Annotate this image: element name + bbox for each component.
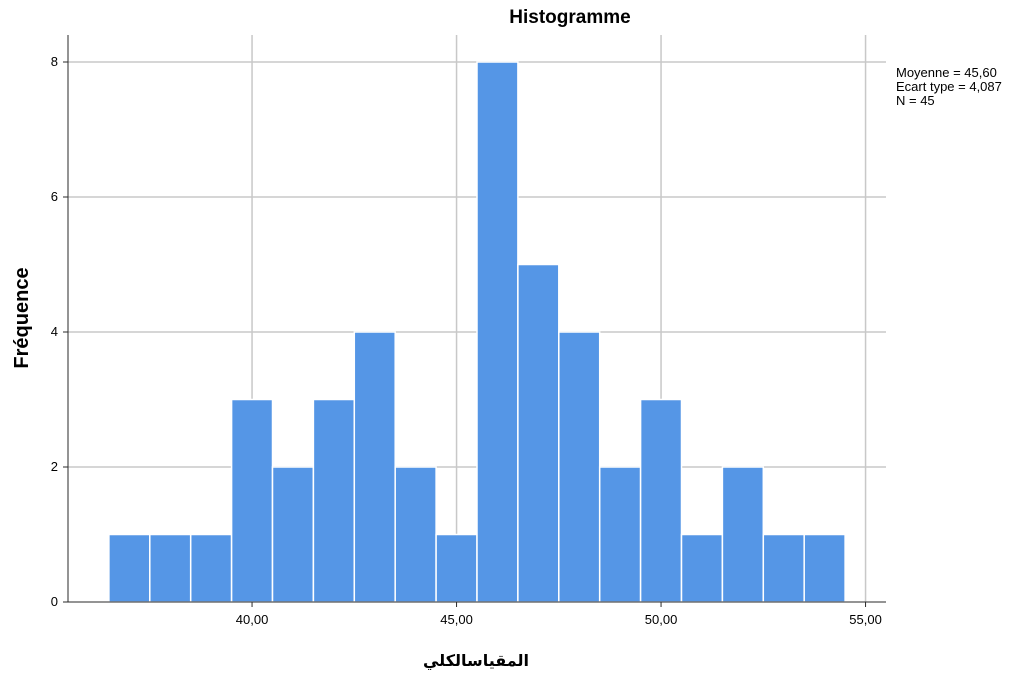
histogram-bar: [230, 398, 274, 603]
histogram-bar: [189, 533, 233, 603]
histogram-bar: [149, 533, 192, 603]
histogram-bar: [558, 331, 601, 603]
x-tick-label: 55,00: [849, 612, 882, 627]
y-tick-labels: 0 2 4 6 8: [51, 54, 68, 609]
bars: [108, 61, 846, 603]
histogram-bar: [639, 398, 683, 603]
axes: [67, 35, 886, 603]
x-axis-label: المقياسالكلي: [423, 653, 529, 671]
histogram-bar: [680, 533, 724, 603]
histogram-bar: [517, 263, 560, 603]
histogram-bar: [312, 398, 356, 603]
histogram-bar: [598, 466, 642, 603]
histogram-bar: [476, 61, 519, 603]
histogram-bar: [762, 533, 805, 603]
histogram-bar: [271, 466, 315, 603]
x-tick-label: 50,00: [645, 612, 678, 627]
y-tick-label: 4: [51, 324, 58, 339]
x-tick-label: 40,00: [236, 612, 269, 627]
histogram-bar: [435, 533, 478, 603]
histogram-bar: [721, 466, 765, 603]
y-tick-label: 6: [51, 189, 58, 204]
stats-std-dev: Ecart type = 4,087: [896, 79, 1002, 94]
histogram-bar: [803, 533, 846, 603]
y-tick-label: 8: [51, 54, 58, 69]
histogram-bar: [394, 466, 437, 603]
x-tick-labels: 40,00 45,00 50,00 55,00: [236, 602, 882, 627]
histogram-bar: [108, 533, 151, 603]
x-tick-label: 45,00: [440, 612, 473, 627]
chart-title: Histogramme: [509, 7, 630, 28]
histogram-bar: [353, 331, 396, 603]
y-tick-label: 2: [51, 459, 58, 474]
y-axis-label: Fréquence: [11, 267, 33, 368]
stats-box: Moyenne = 45,60 Ecart type = 4,087 N = 4…: [896, 65, 1002, 108]
stats-mean: Moyenne = 45,60: [896, 65, 997, 80]
y-tick-label: 0: [51, 594, 58, 609]
stats-n: N = 45: [896, 93, 935, 108]
